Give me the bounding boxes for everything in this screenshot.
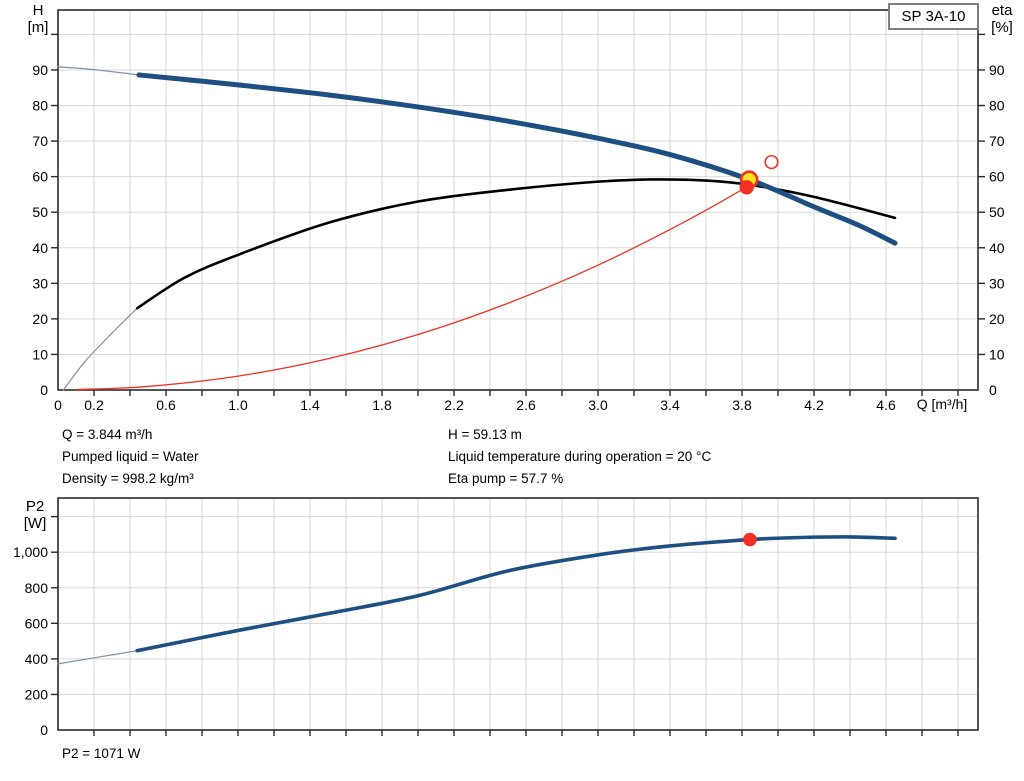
info-flow: Q = 3.844 m³/h bbox=[62, 427, 153, 442]
x-tick-label: 3.8 bbox=[732, 397, 752, 413]
y-tick-label-left: 1,000 bbox=[13, 544, 48, 560]
y-tick-label-left: 0 bbox=[40, 722, 48, 738]
h-eta-chart: 0 0.2 0.6 1.0 1.4 1.8 2.2 2.6 3.0 3.4 3.8 4.2 4.6 0 10… bbox=[32, 9, 1005, 413]
info-head: H = 59.13 m bbox=[448, 427, 522, 442]
y-tick-label-left: 200 bbox=[25, 686, 49, 702]
p2-axis-title-symbol: P2 bbox=[25, 498, 45, 515]
y-tick-label-left: 20 bbox=[32, 311, 48, 327]
x-tick-label: 1.4 bbox=[300, 397, 320, 413]
y-tick-label-right: 10 bbox=[989, 346, 1005, 362]
y-tick-label-right: 30 bbox=[989, 275, 1005, 291]
p2-curve-low-flow bbox=[57, 650, 138, 665]
y-tick-label-right: 70 bbox=[989, 133, 1005, 149]
h-axis-title-unit: [m] bbox=[27, 19, 49, 36]
y-tick-label-right: 80 bbox=[989, 98, 1005, 114]
duty-point-p2 bbox=[743, 532, 757, 547]
x-tick-label: 1.0 bbox=[228, 397, 248, 413]
x-tick-label: 4.2 bbox=[804, 397, 824, 413]
y-tick-label-right: 90 bbox=[989, 62, 1005, 78]
q-axis-unit-label: Q [m³/h] bbox=[916, 396, 968, 412]
eta-curve bbox=[135, 178, 897, 310]
y-tick-label-left: 0 bbox=[40, 382, 48, 398]
y-tick-label-right: 20 bbox=[989, 311, 1005, 327]
y-tick-label-left: 60 bbox=[32, 169, 48, 185]
y-tick-label-left: 40 bbox=[32, 240, 48, 256]
y-tick-label-right: 60 bbox=[989, 169, 1005, 185]
head-curve-low-flow bbox=[57, 66, 140, 76]
y-tick-label-left: 80 bbox=[32, 98, 48, 114]
pump-model-box: SP 3A-10 bbox=[888, 3, 979, 30]
y-tick-label-left: 90 bbox=[32, 62, 48, 78]
y-tick-label-left: 70 bbox=[32, 133, 48, 149]
p2-axis-title-unit: [W] bbox=[23, 515, 47, 532]
y-tick-label-right: 50 bbox=[989, 204, 1005, 220]
eta-axis-title-symbol: eta bbox=[991, 2, 1013, 19]
duty-point-eta bbox=[739, 180, 754, 195]
y-tick-label-right: 40 bbox=[989, 240, 1005, 256]
x-tick-label: 0.6 bbox=[156, 397, 176, 413]
rated-duty-point bbox=[764, 154, 779, 170]
x-tick-label: 3.0 bbox=[588, 397, 608, 413]
x-tick-label: 0 bbox=[54, 397, 62, 413]
y-tick-label-right: 0 bbox=[989, 382, 997, 398]
y-tick-label-left: 30 bbox=[32, 275, 48, 291]
info-eta-pump: Eta pump = 57.7 % bbox=[448, 471, 564, 486]
pump-model-label: SP 3A-10 bbox=[901, 8, 966, 25]
p2-chart: 0 200 400 600 800 1,000 bbox=[13, 497, 979, 738]
y-tick-label-left: 50 bbox=[32, 204, 48, 220]
x-tick-label: 3.4 bbox=[660, 397, 680, 413]
x-tick-label: 0.2 bbox=[84, 397, 104, 413]
y-tick-label-left: 600 bbox=[25, 615, 49, 631]
x-tick-label: 2.2 bbox=[444, 397, 464, 413]
h-axis-title: H [m] bbox=[17, 2, 59, 36]
eta-curve-low-flow bbox=[62, 307, 138, 391]
eta-axis-title-unit: [%] bbox=[991, 19, 1013, 36]
h-axis-title-symbol: H bbox=[32, 2, 44, 19]
p2-curve bbox=[135, 535, 897, 653]
plot-frame bbox=[57, 9, 979, 391]
x-tick-label: 1.8 bbox=[372, 397, 392, 413]
plot-frame bbox=[57, 497, 979, 731]
p2-axis-title: P2 [W] bbox=[14, 498, 56, 532]
y-tick-label-left: 10 bbox=[32, 346, 48, 362]
p2-value-label: P2 = 1071 W bbox=[62, 746, 141, 761]
system-curve bbox=[75, 184, 751, 391]
y-tick-label-left: 400 bbox=[25, 651, 49, 667]
eta-axis-title: eta [%] bbox=[981, 2, 1023, 36]
info-density: Density = 998.2 kg/m³ bbox=[62, 471, 194, 486]
x-tick-label: 2.6 bbox=[516, 397, 536, 413]
info-liquid-temp: Liquid temperature during operation = 20… bbox=[448, 449, 712, 464]
info-pumped-liquid: Pumped liquid = Water bbox=[62, 449, 199, 464]
head-curve bbox=[136, 72, 898, 246]
x-tick-label: 4.6 bbox=[876, 397, 896, 413]
y-tick-label-left: 800 bbox=[25, 580, 49, 596]
